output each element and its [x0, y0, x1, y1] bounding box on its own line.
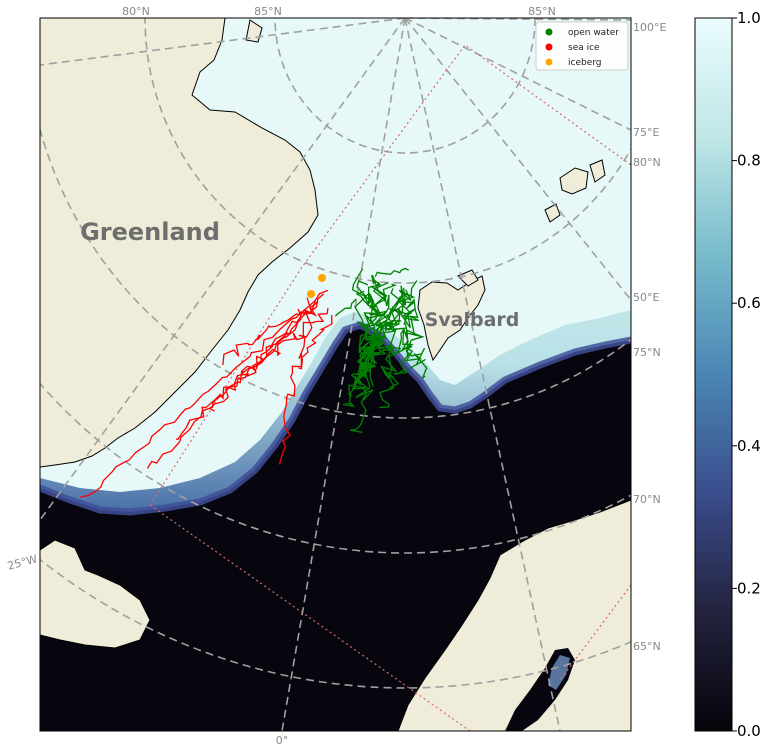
greenland-label: Greenland	[80, 218, 220, 246]
lat-label-85n-top-right: 85°N	[528, 5, 556, 18]
drifter-track	[356, 280, 400, 389]
lon-label-0: 0°	[276, 734, 289, 747]
lon-label-100e: 100°E	[633, 21, 666, 34]
open-water-tracks	[334, 267, 428, 434]
lat-label-80n-top: 80°N	[122, 5, 150, 18]
lat-label-75n: 75°N	[633, 346, 661, 359]
legend-marker	[545, 43, 553, 51]
lat-label-80n-right: 80°N	[633, 156, 661, 169]
colorbar-tick-label: 0.4	[737, 437, 761, 455]
legend-label: sea ice	[568, 43, 600, 53]
svalbard-label: Svalbard	[425, 309, 520, 331]
domain-boundary	[149, 44, 631, 731]
colorbar-tick-label: 0.6	[737, 294, 761, 312]
colorbar-tick-label: 0.0	[737, 722, 761, 740]
drifter-track	[351, 268, 374, 401]
drifter-track	[278, 297, 318, 465]
sea-ice-tracks	[80, 289, 333, 498]
lon-label-25w: 25°W	[6, 552, 39, 572]
svalbard-landmass	[417, 275, 486, 362]
colorbar-tick-label: 1.0	[737, 9, 761, 27]
map-frame	[39, 17, 632, 732]
iceland-landmass	[40, 539, 151, 649]
greenland-landmass	[40, 18, 319, 468]
iceberg-point	[307, 290, 315, 298]
lat-label-70n: 70°N	[633, 493, 661, 506]
drifter-track	[298, 314, 333, 370]
legend-marker	[545, 58, 553, 66]
drifter-track	[208, 301, 319, 412]
drifter-track	[175, 300, 316, 441]
drifter-track	[240, 307, 329, 376]
bothnia-ice	[548, 655, 570, 690]
lat-label-85n-top-left: 85°N	[254, 5, 282, 18]
drifter-track	[146, 293, 325, 469]
drifter-track	[222, 308, 302, 366]
legend: open water sea ice iceberg	[535, 21, 629, 71]
drifter-track	[334, 298, 357, 317]
drifter-track	[374, 267, 409, 278]
colorbar-tick-label: 0.8	[737, 152, 761, 170]
colorbar-tick-label: 0.2	[737, 579, 761, 597]
colorbar: 0.0 0.2 0.4 0.6 0.8 1.0	[694, 9, 761, 740]
drifter-track	[348, 274, 388, 397]
colorbar-gradient	[694, 17, 733, 732]
lon-label-75e: 75°E	[633, 126, 659, 139]
legend-box	[535, 21, 629, 71]
legend-marker	[545, 28, 553, 36]
drifter-track	[393, 280, 418, 375]
iceberg-point	[318, 274, 326, 282]
ice-edge-band	[40, 321, 631, 516]
drifter-track	[80, 289, 329, 498]
map-panel	[40, 18, 631, 731]
lat-label-65n: 65°N	[633, 640, 661, 653]
lon-label-50e: 50°E	[633, 291, 659, 304]
scandinavia-landmass	[397, 499, 631, 731]
franz-josef-land	[544, 159, 606, 223]
legend-label: open water	[568, 28, 619, 38]
drifter-track	[355, 290, 428, 379]
legend-label: iceberg	[568, 58, 602, 68]
